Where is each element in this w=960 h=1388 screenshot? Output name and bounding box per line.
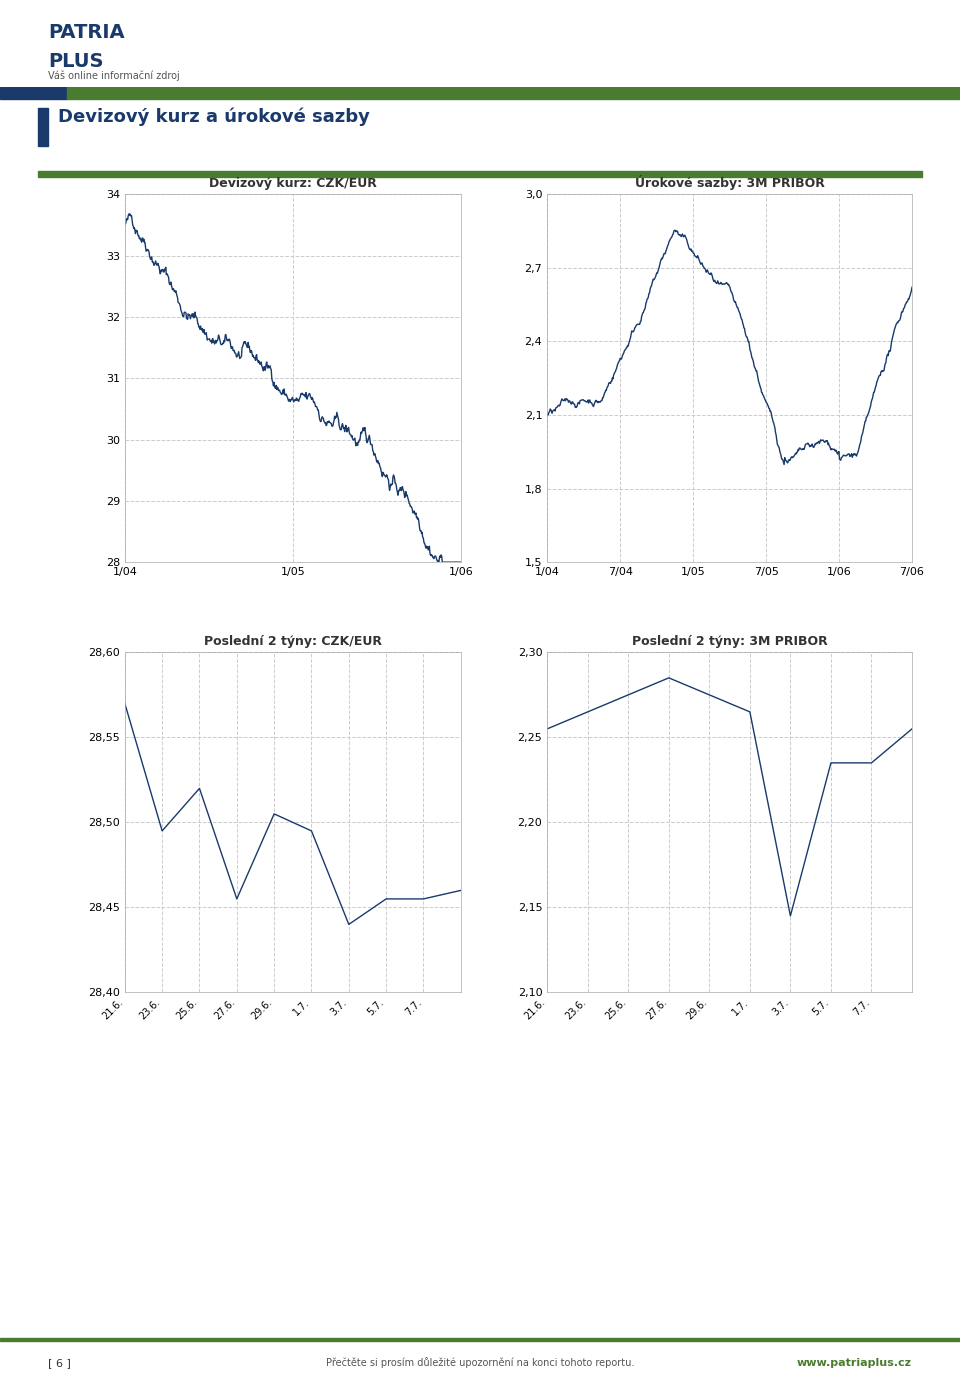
Title: Poslední 2 týny: 3M PRIBOR: Poslední 2 týny: 3M PRIBOR [632, 636, 828, 648]
Text: PATRIA: PATRIA [48, 22, 125, 42]
Bar [0, 1338, 960, 1341]
Text: Devizový kurz a úrokové sazby: Devizový kurz a úrokové sazby [58, 108, 370, 126]
Bar [0, 87, 67, 99]
Title: Poslední 2 týny: CZK/EUR: Poslední 2 týny: CZK/EUR [204, 636, 382, 648]
Bar [38, 171, 922, 176]
Text: Váš online informační zdroj: Váš online informační zdroj [48, 71, 180, 82]
Title: Devizový kurz: CZK/EUR: Devizový kurz: CZK/EUR [209, 178, 376, 190]
Text: [ 6 ]: [ 6 ] [48, 1357, 71, 1369]
Bar [67, 87, 960, 99]
Bar [38, 108, 48, 146]
Text: PLUS: PLUS [48, 53, 104, 71]
Text: Přečtěte si prosím důležité upozornění na konci tohoto reportu.: Přečtěte si prosím důležité upozornění n… [325, 1357, 635, 1369]
Title: Úrokové sazby: 3M PRIBOR: Úrokové sazby: 3M PRIBOR [635, 175, 825, 190]
Text: www.patriaplus.cz: www.patriaplus.cz [797, 1357, 912, 1369]
